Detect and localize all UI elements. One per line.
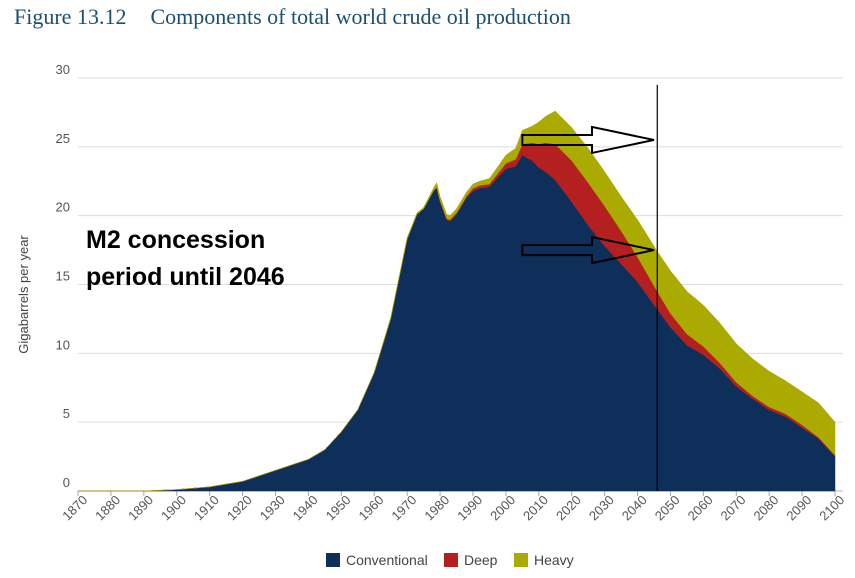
x-tick-label: 1960: [356, 492, 387, 523]
x-tick-label: 2020: [553, 492, 584, 523]
legend-label-deep: Deep: [464, 552, 498, 568]
x-tick-label: 1890: [125, 492, 156, 523]
area-series-conventional: [78, 154, 836, 492]
annotation-line-1: M2 concession: [86, 226, 265, 254]
y-axis-label: Gigabarrels per year: [16, 235, 31, 354]
y-tick-label: 15: [56, 269, 70, 284]
x-tick-label: 2080: [750, 492, 781, 523]
figure-title: Components of total world crude oil prod…: [150, 4, 571, 29]
legend-swatch-heavy: [514, 553, 528, 567]
y-tick-label: 5: [63, 406, 70, 421]
figure-number: Figure 13.12: [14, 4, 127, 29]
x-tick-label: 2060: [685, 492, 716, 523]
x-tick-label: 1880: [92, 492, 123, 523]
x-tick-label: 1940: [290, 492, 321, 523]
legend: Conventional Deep Heavy: [326, 552, 574, 568]
y-tick-label: 0: [63, 475, 70, 490]
x-tick-label: 2090: [783, 492, 814, 523]
legend-swatch-conventional: [326, 553, 340, 567]
x-tick-label: 2010: [520, 492, 551, 523]
legend-swatch-deep: [444, 553, 458, 567]
y-tick-label: 20: [56, 200, 70, 215]
y-tick-label: 25: [56, 131, 70, 146]
legend-label-conventional: Conventional: [346, 552, 428, 568]
x-tick-label: 1950: [323, 492, 354, 523]
x-tick-label: 1870: [59, 492, 90, 523]
x-tick-label: 1900: [158, 492, 189, 523]
chart-title: Figure 13.12 Components of total world cr…: [14, 4, 571, 30]
annotation-line-2: period until 2046: [86, 263, 285, 291]
x-tick-label: 2040: [619, 492, 650, 523]
x-tick-label: 2030: [586, 492, 617, 523]
x-tick-label: 1990: [454, 492, 485, 523]
annotation-arrow: [521, 125, 655, 155]
area-series-heavy: [78, 110, 836, 492]
annotation-arrow: [521, 235, 655, 265]
x-tick-label: 2000: [487, 492, 518, 523]
x-tick-label: 2050: [652, 492, 683, 523]
x-tick-label: 2100: [816, 492, 847, 523]
x-tick-label: 1920: [224, 492, 255, 523]
x-tick-label: 2070: [718, 492, 749, 523]
x-tick-label: 1910: [191, 492, 222, 523]
x-tick-label: 1970: [388, 492, 419, 523]
x-tick-label: 1930: [257, 492, 288, 523]
x-tick-label: 1980: [421, 492, 452, 523]
y-tick-label: 30: [56, 62, 70, 77]
y-tick-label: 10: [56, 337, 70, 352]
legend-label-heavy: Heavy: [534, 552, 574, 568]
